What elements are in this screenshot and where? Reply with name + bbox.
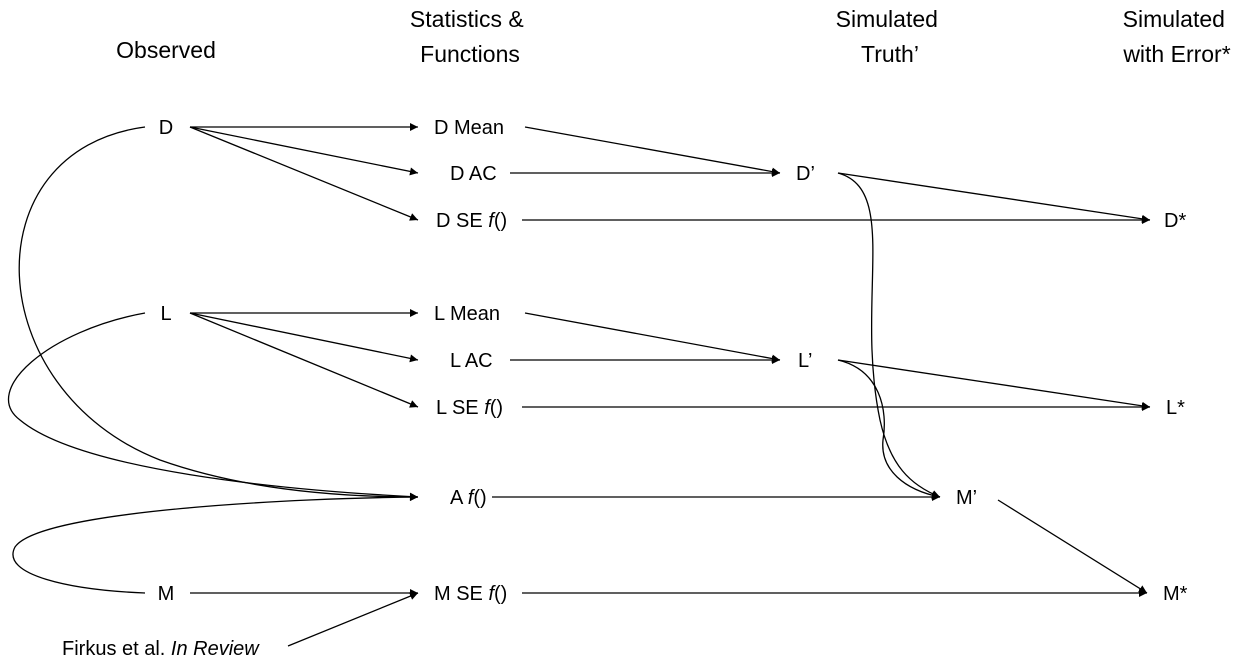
edge-dprime-to-dstar <box>837 172 1151 223</box>
edge-l-to-lac <box>189 312 419 363</box>
edge-l-to-lse <box>189 312 419 408</box>
header-statistics-functions: Statistics & Functions <box>410 6 530 67</box>
edge-ref-to-mse <box>287 592 419 647</box>
edge-m-to-af <box>12 493 419 594</box>
node-d-mean: D Mean <box>434 117 504 139</box>
node-l-star: L* <box>1166 397 1185 419</box>
edge-lprime-to-lstar <box>837 359 1151 410</box>
nodes: D L M D Mean D AC D SE f() L Mean L AC L… <box>62 117 1188 660</box>
node-d-prime: D’ <box>796 163 815 185</box>
header-simulated-with-error: Simulated with Error* <box>1122 6 1231 67</box>
edge-dmean-to-dprime <box>524 126 781 176</box>
node-l-prime: L’ <box>798 350 812 372</box>
edge-d-to-dac <box>189 126 419 176</box>
node-d-se-f: D SE f() <box>436 210 507 232</box>
node-d: D <box>159 117 173 139</box>
header-observed: Observed <box>116 37 216 63</box>
edge-l-to-af <box>7 312 419 501</box>
edge-dprime-to-mprime <box>837 172 941 498</box>
edge-mprime-to-mstar <box>997 499 1148 594</box>
node-d-ac: D AC <box>450 163 497 185</box>
node-l-se-f: L SE f() <box>436 397 503 419</box>
node-l-ac: L AC <box>450 350 493 372</box>
node-m: M <box>158 583 175 605</box>
header-simulated-truth: Simulated Truth’ <box>836 6 945 67</box>
edge-d-to-af <box>18 126 419 501</box>
node-m-se-f: M SE f() <box>434 583 507 605</box>
node-l-mean: L Mean <box>434 303 500 325</box>
edge-lprime-to-mprime <box>837 359 941 500</box>
edge-lmean-to-lprime <box>524 312 781 363</box>
edge-d-to-dse <box>189 126 419 221</box>
reference-citation: Firkus et al. In Review <box>62 638 260 660</box>
node-m-prime: M’ <box>956 487 977 509</box>
node-d-star: D* <box>1164 210 1186 232</box>
node-m-star: M* <box>1163 583 1188 605</box>
node-a-f: A f() <box>450 487 487 509</box>
node-l: L <box>160 303 171 325</box>
edges <box>7 123 1151 647</box>
